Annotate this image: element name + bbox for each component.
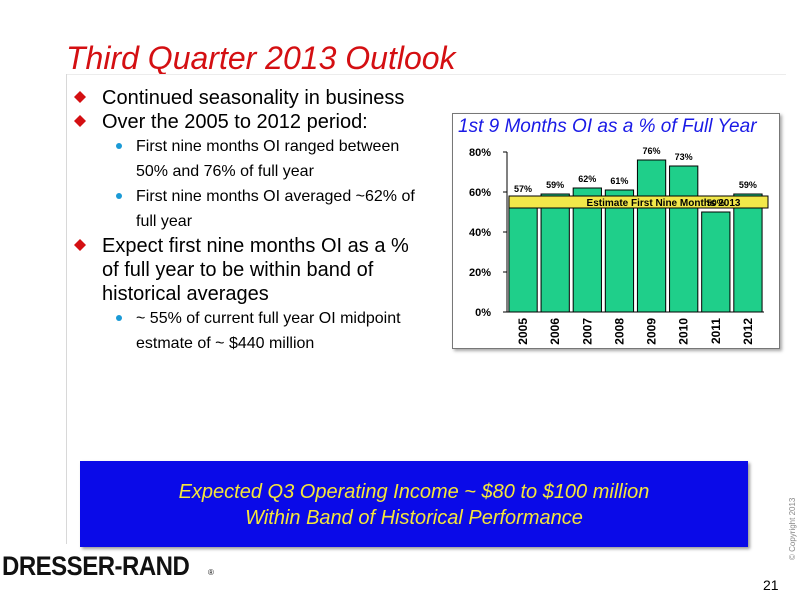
data-label: 73% — [675, 152, 693, 162]
data-label: 50% — [707, 198, 725, 208]
bullet-text: Expect first nine months OI as a % of fu… — [102, 235, 409, 305]
sub-bullet-text: ~ 55% of current full year OI midpoint e… — [136, 310, 401, 352]
bullet-text: Continued seasonality in business — [102, 87, 405, 109]
bar — [669, 165, 699, 313]
sub-bullet-item: First nine months OI averaged ~62% of fu… — [72, 184, 426, 234]
bullet-item: Over the 2005 to 2012 period: — [72, 110, 452, 134]
dot-bullet-icon — [116, 193, 122, 199]
y-tick-label: 60% — [469, 187, 491, 199]
x-tick-label: 2006 — [548, 318, 562, 345]
x-tick-label: 2011 — [709, 318, 723, 344]
data-label: 62% — [578, 174, 596, 184]
sub-bullet-item: ~ 55% of current full year OI midpoint e… — [72, 306, 406, 356]
dot-bullet-icon — [116, 143, 122, 149]
bar — [572, 187, 602, 313]
bar-chart: 0% 20% 40% 60% 80% Estimate First Nine Months… — [469, 146, 769, 345]
diamond-bullet-icon — [74, 239, 86, 251]
x-tick-label: 2010 — [677, 318, 691, 345]
data-label: 57% — [514, 184, 532, 194]
estimate-band-label: Estimate First Nine Months 2013 — [587, 198, 741, 209]
data-label: 59% — [739, 180, 757, 190]
y-tick-label: 40% — [469, 227, 491, 239]
bullet-list: Continued seasonality in business Over t… — [72, 86, 452, 356]
x-tick-label: 2007 — [580, 318, 594, 345]
data-label: 76% — [643, 146, 661, 156]
bar — [733, 193, 763, 313]
y-tick-label: 20% — [469, 267, 491, 279]
registered-mark: ® — [208, 568, 214, 577]
bullet-item: Continued seasonality in business — [72, 86, 452, 110]
x-tick-label: 2012 — [741, 318, 755, 345]
sub-bullet-item: First nine months OI ranged between 50% … — [72, 134, 426, 184]
bar — [636, 159, 667, 313]
estimate-band — [508, 195, 769, 209]
data-label: 59% — [546, 180, 564, 190]
bar — [604, 189, 635, 313]
y-tick-label: 0% — [475, 307, 491, 319]
dot-bullet-icon — [116, 315, 122, 321]
company-logo: DRESSER-RAND — [2, 552, 190, 582]
x-tick-label: 2005 — [516, 318, 530, 345]
banner-line-1: Expected Q3 Operating Income ~ $80 to $1… — [178, 481, 650, 503]
left-divider — [66, 74, 67, 544]
bullet-item: Expect first nine months OI as a % of fu… — [72, 234, 422, 306]
chart-title: 1st 9 Months OI as a % of Full Year — [458, 116, 757, 137]
page-title: Third Quarter 2013 Outlook — [66, 40, 456, 76]
bar — [701, 211, 731, 313]
bar — [508, 197, 538, 313]
summary-banner: Expected Q3 Operating Income ~ $80 to $1… — [80, 461, 748, 547]
banner-line-2: Within Band of Historical Performance — [245, 507, 583, 529]
y-tick-label: 80% — [469, 147, 491, 159]
title-divider — [66, 74, 786, 75]
diamond-bullet-icon — [74, 91, 86, 103]
sub-bullet-text: First nine months OI averaged ~62% of fu… — [136, 188, 415, 230]
bar — [540, 193, 570, 313]
x-tick-label: 2008 — [612, 318, 626, 345]
diamond-bullet-icon — [74, 115, 86, 127]
x-tick-label: 2009 — [645, 318, 659, 345]
bullet-text: Over the 2005 to 2012 period: — [102, 111, 368, 133]
data-label: 61% — [610, 176, 628, 186]
sub-bullet-text: First nine months OI ranged between 50% … — [136, 138, 400, 180]
page-number: 21 — [763, 577, 779, 593]
copyright-note: © Copyright 2013 — [788, 497, 797, 560]
